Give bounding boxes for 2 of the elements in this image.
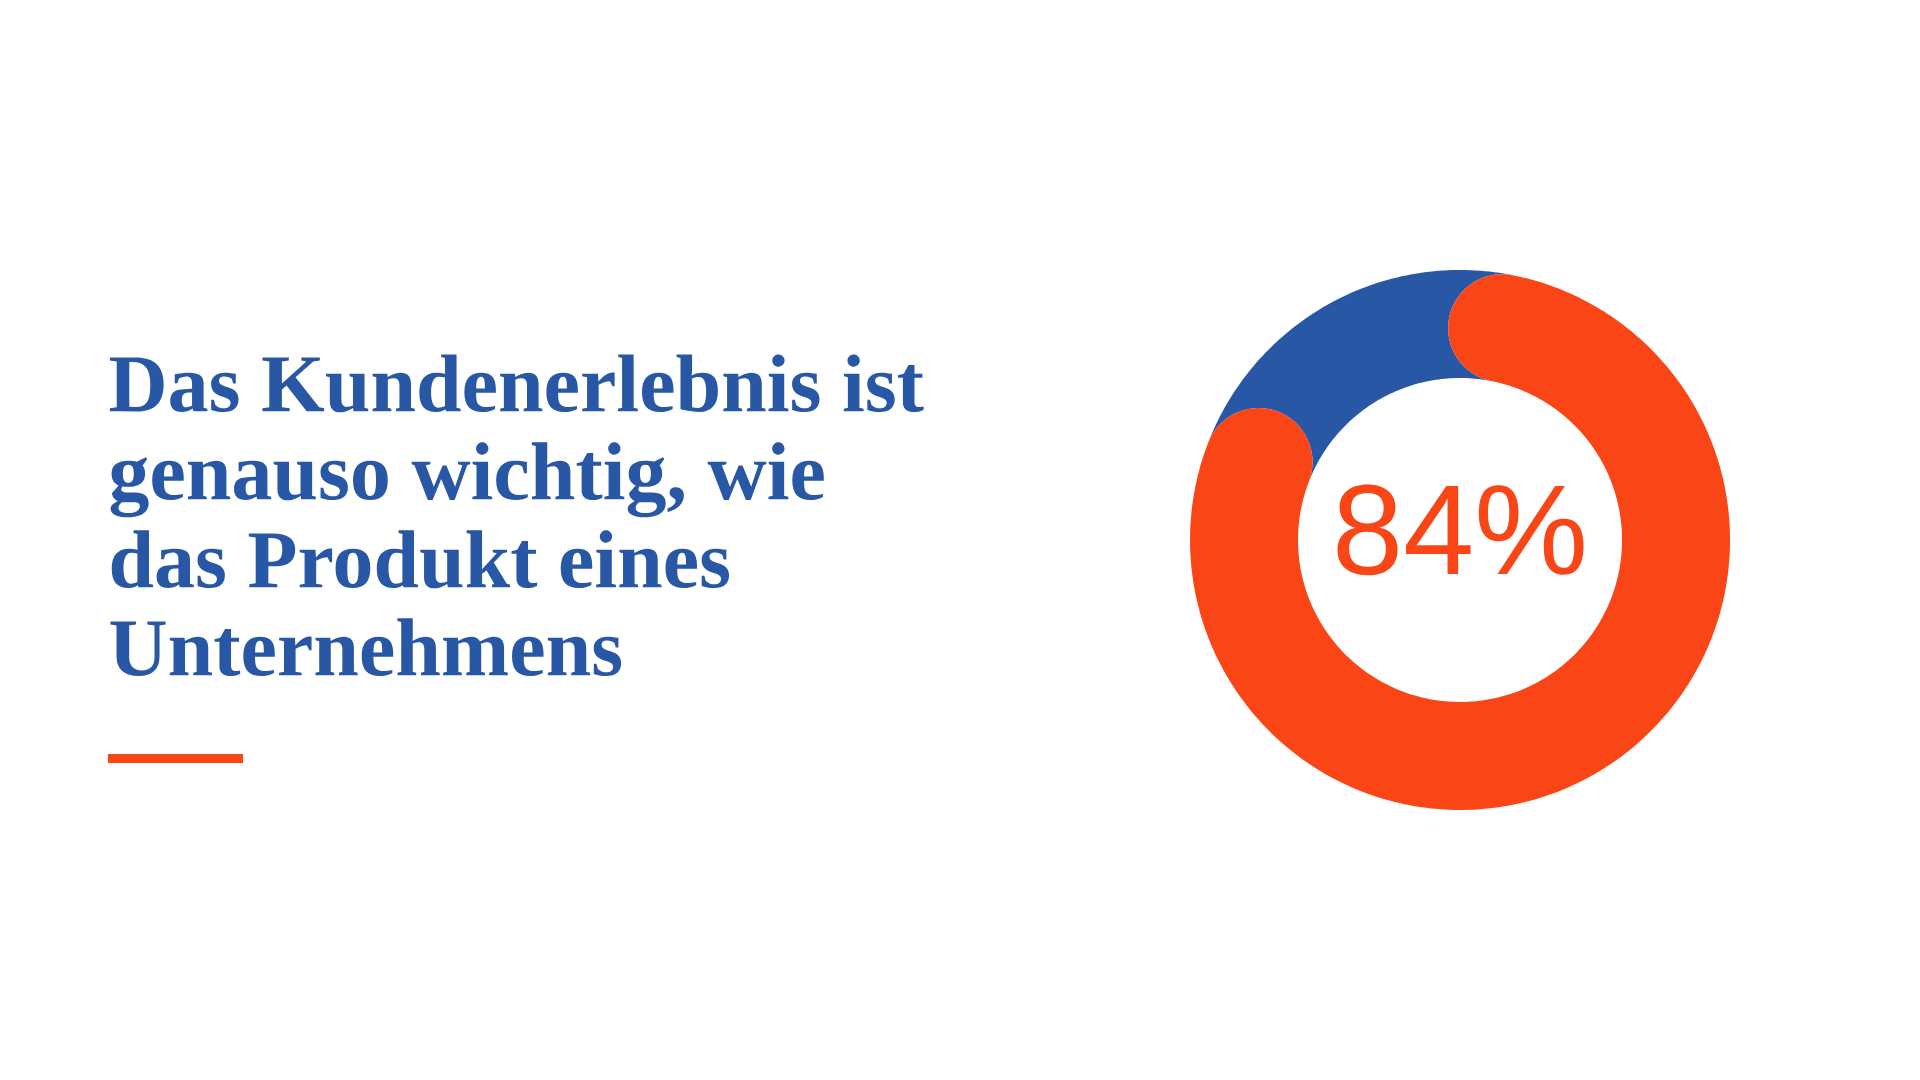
data-label: 84% <box>1337 484 1584 576</box>
text: Das Kundenerlebnis ist genauso wichtig, wie das Produkt eines Unternehmens <box>109 354 924 677</box>
